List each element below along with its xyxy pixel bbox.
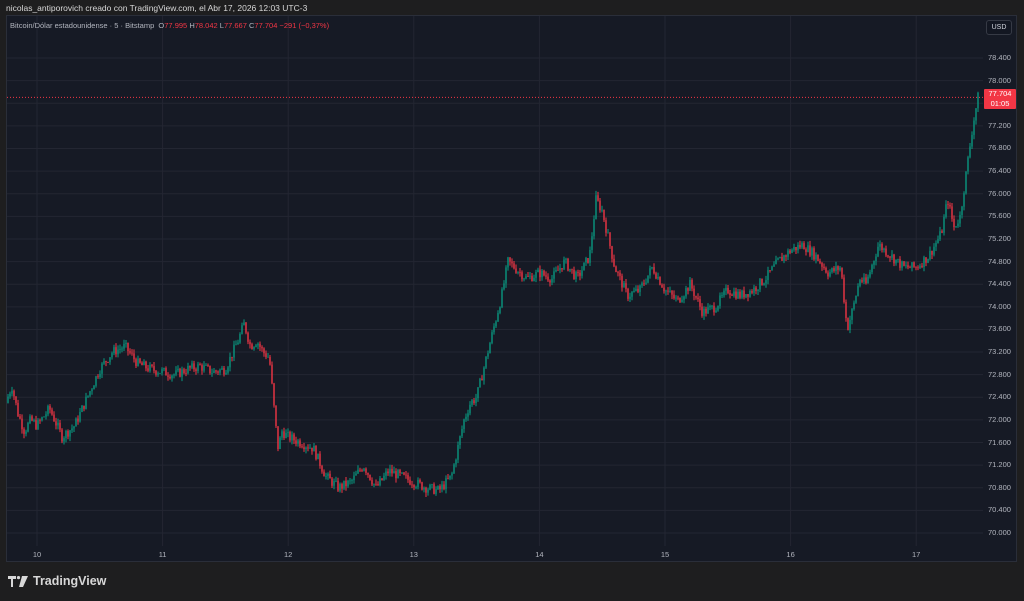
price-tick: 73.600 [988,324,1011,334]
time-tick: 11 [158,550,167,559]
price-tick: 74.400 [988,279,1011,289]
price-tick: 74.800 [988,256,1011,266]
price-tick: 70.000 [988,528,1011,538]
time-tick: 16 [786,550,795,559]
price-tick: 76.000 [988,188,1011,198]
low-label: L [219,21,224,30]
price-tick: 72.400 [988,392,1011,402]
open-label: O [158,21,165,30]
last-price: 77.704 [988,89,1012,98]
tradingview-logo-icon [8,575,28,587]
price-tick: 71.600 [988,437,1011,447]
price-tick: 72.800 [988,369,1011,379]
price-tick: 75.600 [988,211,1011,221]
time-tick: 15 [660,550,670,559]
tradingview-logo[interactable]: TradingView [8,574,106,588]
bar-countdown: 01:05 [990,98,1010,108]
time-tick: 10 [32,550,42,559]
close-label: C [249,21,255,30]
high-value: 78.042 [194,21,218,30]
chart-credit: nicolas_antiporovich creado con TradingV… [6,3,308,13]
price-tick: 73.200 [988,347,1011,357]
price-tick: 76.800 [988,143,1011,153]
chart-panel[interactable] [6,15,1017,562]
low-value: 77.667 [223,21,247,30]
price-tick: 75.200 [988,233,1011,243]
symbol-legend: Bitcoin/Dólar estadounidense · 5 · Bitst… [10,21,329,30]
price-tick: 76.400 [988,166,1011,176]
price-tick: 78.000 [988,75,1011,85]
time-tick: 12 [284,550,293,559]
currency-button[interactable]: USD [986,20,1012,35]
price-tick: 74.000 [988,301,1011,311]
time-tick: 17 [912,550,921,559]
change-value: −291 (−0,37%) [279,21,330,30]
open-value: 77.995 [164,21,188,30]
price-tick: 78.400 [988,53,1011,62]
tradingview-brand: TradingView [33,574,107,588]
time-tick: 14 [535,550,544,559]
price-tick: 71.200 [988,460,1011,470]
price-tick: 72.000 [988,414,1011,424]
close-value: 77.704 [254,21,278,30]
last-price-label: 77.704 01:05 [984,89,1016,109]
price-tick: 77.200 [988,120,1011,130]
high-label: H [189,21,195,30]
price-tick: 70.400 [988,505,1011,515]
time-tick: 13 [409,550,418,559]
price-tick: 70.800 [988,482,1011,492]
symbol-name[interactable]: Bitcoin/Dólar estadounidense · 5 · Bitst… [10,21,155,30]
